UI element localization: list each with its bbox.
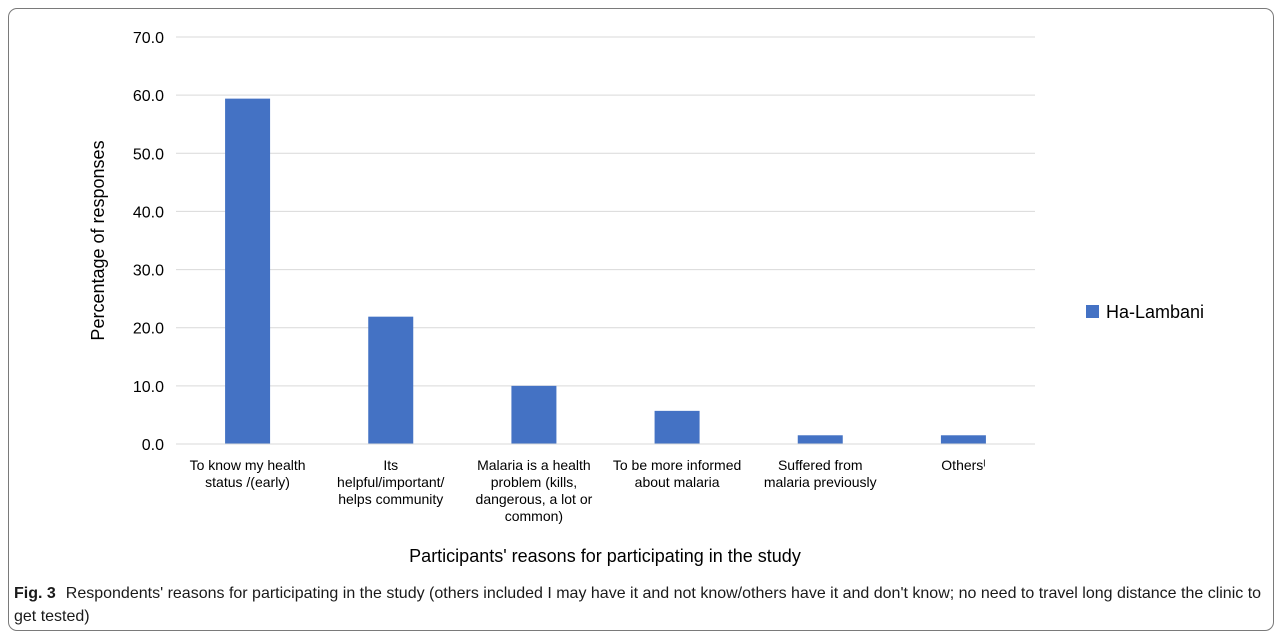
x-tick-label-line: about malaria [635, 474, 720, 490]
y-tick-label: 30.0 [133, 263, 164, 280]
x-tick-label-line: malaria previously [764, 474, 877, 490]
caption-text: Respondents' reasons for participating i… [14, 585, 1262, 625]
y-tick-label: 0.0 [142, 437, 164, 454]
bars [225, 98, 986, 444]
y-axis-title: Percentage of responses [88, 140, 108, 340]
figure-caption: Fig. 3 Respondents' reasons for participa… [14, 582, 1264, 628]
y-tick-label: 40.0 [133, 204, 164, 221]
y-axis-ticks: 0.0 10.0 20.0 30.0 40.0 50.0 60.0 70.0 [133, 30, 164, 454]
x-tick-label: Its helpful/important/helps community [337, 457, 445, 507]
bar [225, 98, 271, 444]
x-tick-label: To be more informed about malaria [613, 457, 741, 490]
y-tick-label: 70.0 [133, 30, 164, 47]
x-tick-label-line: dangerous, a lot or [476, 491, 593, 507]
legend-label: Ha-Lambani [1106, 302, 1204, 322]
legend: Ha-Lambani [1086, 302, 1204, 322]
y-tick-label: 20.0 [133, 321, 164, 338]
x-tick-label-line: common) [505, 508, 563, 524]
x-tick-label: To know my health status /(early) [190, 457, 306, 490]
legend-swatch [1086, 305, 1099, 318]
x-tick-label-line: To be more informed [613, 457, 741, 473]
bar [654, 410, 700, 444]
figure-label: Fig. 3 [14, 585, 56, 602]
bar [797, 435, 843, 444]
figure-frame [8, 8, 1274, 631]
x-tick-label: Malaria is a health problem (kills, danger… [476, 457, 593, 524]
x-tick-label-line: Malaria is a health [477, 457, 591, 473]
y-tick-label: 10.0 [133, 379, 164, 396]
y-tick-label: 50.0 [133, 146, 164, 163]
x-tick-label-line: To know my health [190, 457, 306, 473]
x-tick-label-line: Its [383, 457, 398, 473]
x-tick-label-line: helps community [338, 491, 443, 507]
bar-chart: 0.0 10.0 20.0 30.0 40.0 50.0 60.0 70.0 To know … [88, 30, 1204, 566]
y-tick-label: 60.0 [133, 88, 164, 105]
x-tick-label-line: problem (kills, [491, 474, 577, 490]
bar [940, 435, 986, 444]
x-tick-label-line: Othersˡ [941, 457, 985, 473]
bar [511, 385, 557, 444]
x-tick-label-line: Suffered from [778, 457, 863, 473]
x-axis-category-labels: To know my health status /(early) Its helpf… [190, 457, 986, 524]
x-tick-label: Suffered from malaria previously [764, 457, 877, 490]
x-tick-label-line: status /(early) [205, 474, 290, 490]
x-axis-title: Participants' reasons for participating … [409, 546, 801, 566]
x-tick-label: Othersˡ [941, 457, 985, 473]
bar [368, 316, 414, 444]
x-tick-label-line: helpful/important/ [337, 474, 445, 490]
gridlines [176, 36, 1035, 387]
